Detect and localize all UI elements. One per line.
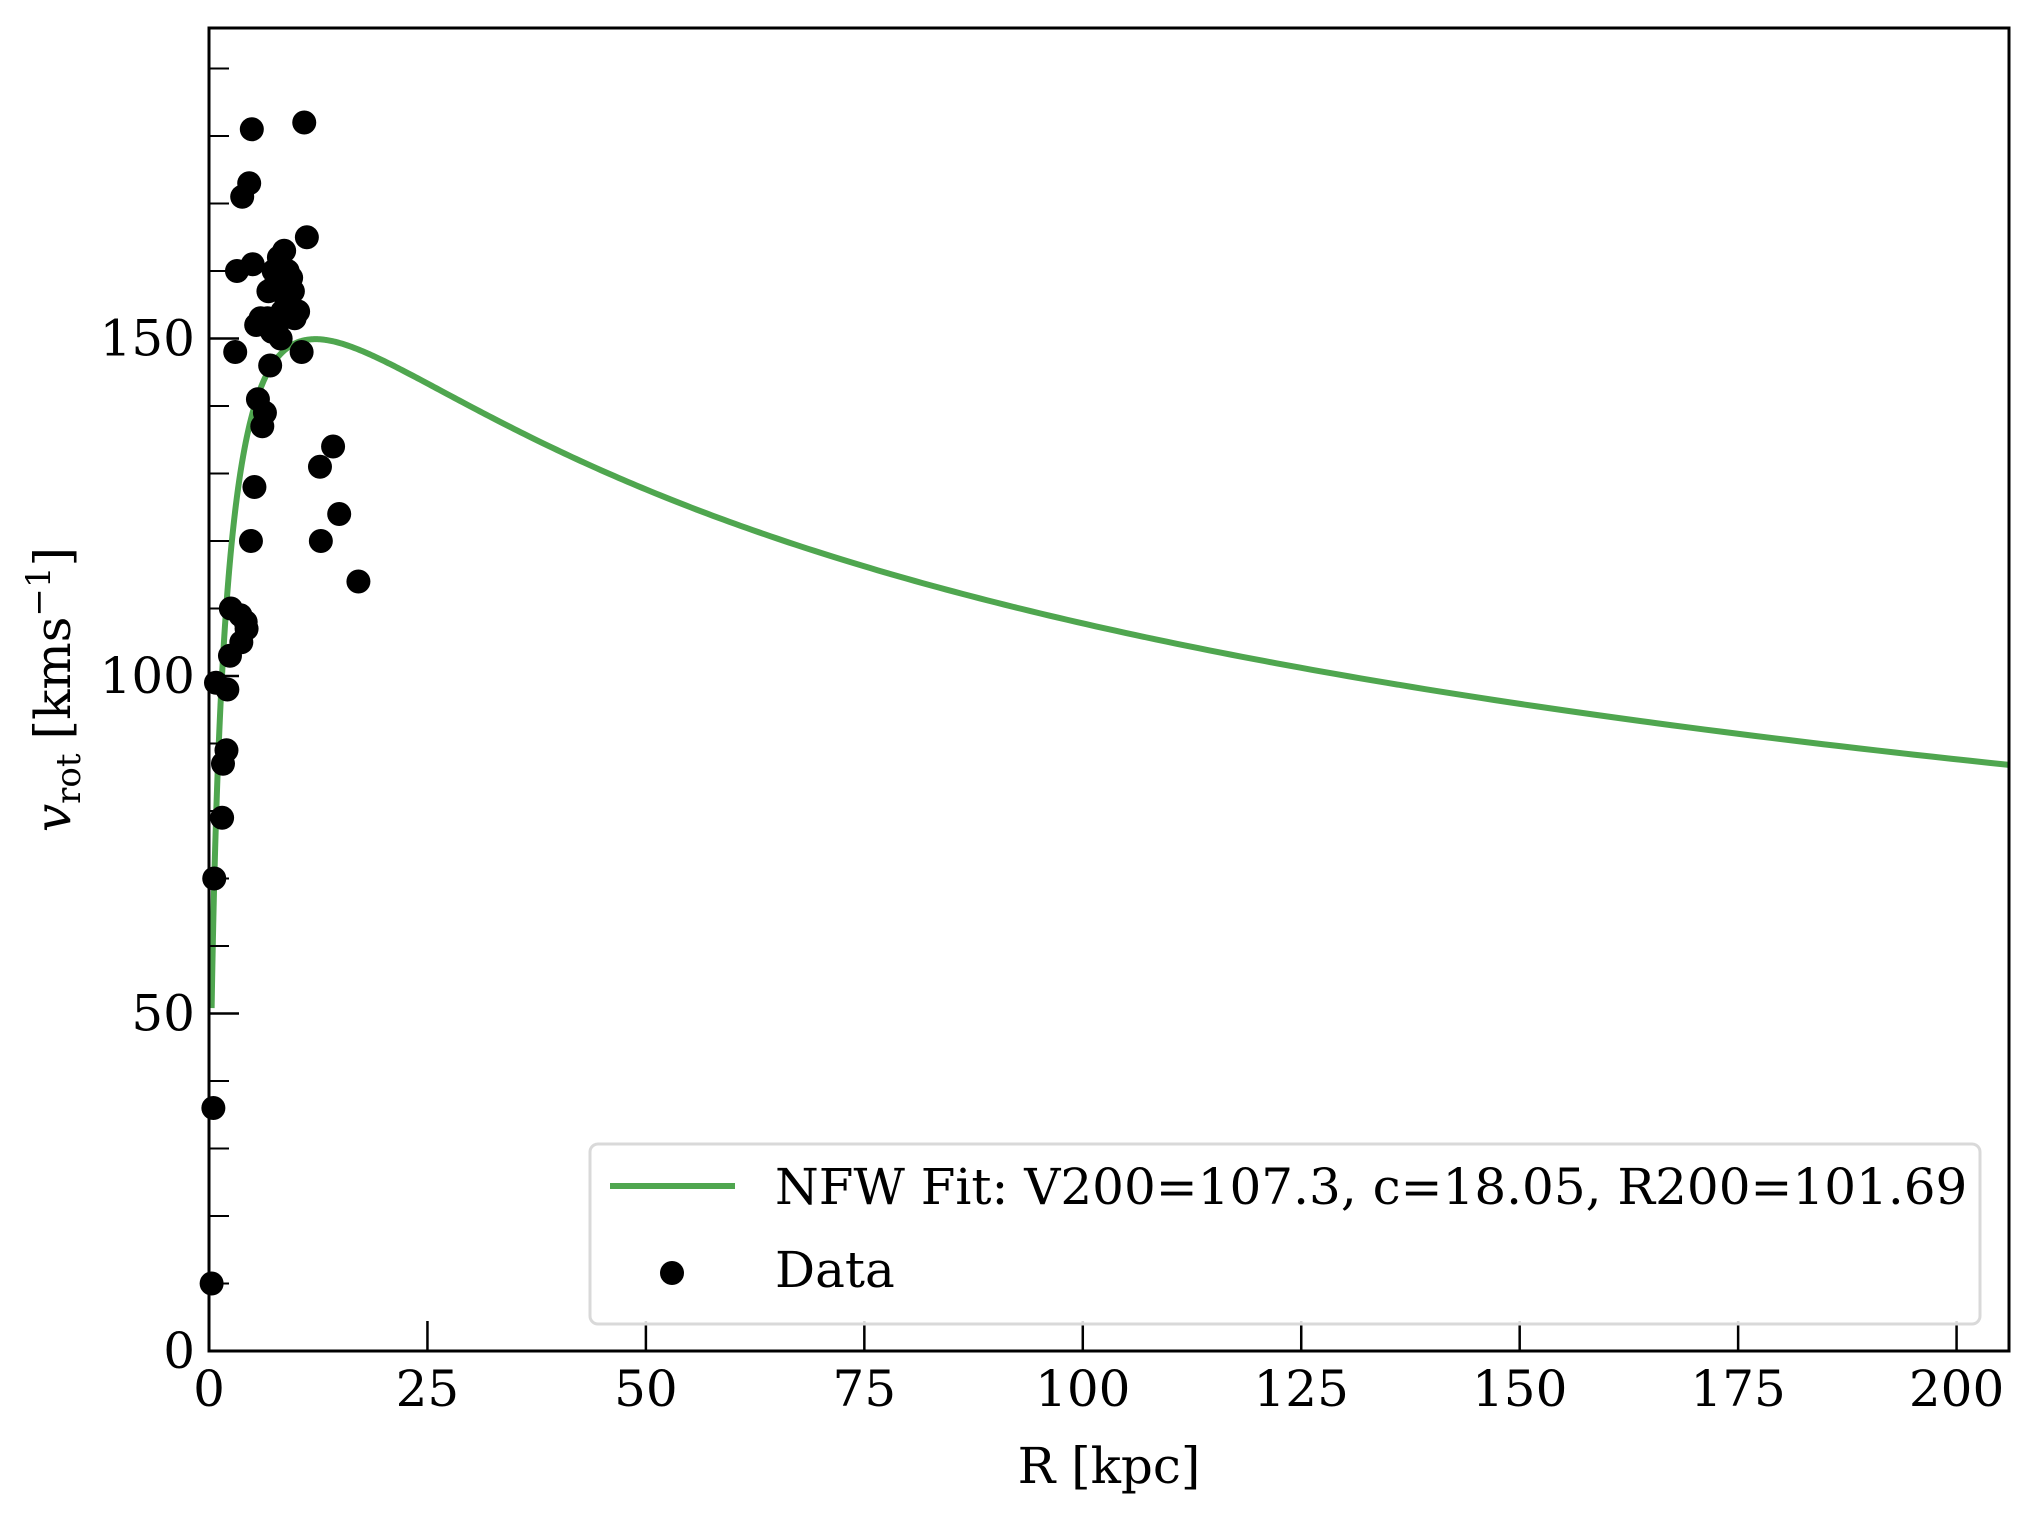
y-tick-label: 150 [100,310,195,368]
plot-frame [207,26,2011,1353]
legend-data-label: Data [775,1241,895,1299]
x-tick-label: 175 [1690,1360,1785,1418]
data-point [210,805,235,830]
data-point [292,110,317,135]
data-point [321,434,346,459]
y-tick-label: 50 [131,985,195,1043]
data-point [327,502,352,526]
y-axis-label-subscript: rot [49,753,89,804]
data-point [237,171,262,196]
y-axis-label: vrot [kms−1] [19,547,89,832]
data-point [346,569,371,594]
data-point [240,252,265,277]
x-axis-label: R [kpc] [1018,1437,1201,1495]
data-point [307,454,332,479]
x-tick-label: 150 [1472,1360,1567,1418]
legend-fit-label: NFW Fit: V200=107.3, c=18.05, R200=101.6… [775,1158,1967,1216]
data-point [215,677,240,702]
data-point [289,340,314,364]
axis-ticks-layer [207,67,1958,1353]
data-point [214,738,239,763]
y-axis-label-unit: [kms [24,617,82,740]
x-tick-label: 75 [833,1360,897,1418]
data-point [258,353,283,378]
data-point [238,529,263,553]
data-point [242,475,267,499]
data-point [223,340,248,364]
y-tick-label: 0 [163,1322,195,1380]
x-tick-label: 0 [193,1360,225,1418]
data-point [252,400,277,425]
data-point [239,117,264,142]
tick-labels-layer: 0 25 50 75 100 125 150 175 200 0 50 100 150 [100,310,2005,1419]
y-axis-label-exponent: −1 [19,566,59,616]
data-point [272,238,297,263]
x-tick-label: 50 [614,1360,678,1418]
legend-box [588,1142,1982,1326]
legend-data-swatch [660,1261,684,1285]
data-point [294,225,319,250]
x-tick-label: 200 [1909,1360,2004,1418]
data-point [308,529,333,553]
legend: NFW Fit: V200=107.3, c=18.05, R200=101.6… [588,1142,1982,1326]
data-point [286,299,311,324]
y-axis-label-unit-close: ] [24,547,82,567]
data-point [201,1096,226,1120]
data-point [280,279,305,304]
data-point [234,616,259,641]
y-tick-label: 100 [100,647,195,705]
x-tick-label: 125 [1254,1360,1349,1418]
data-point [268,326,293,351]
y-axis-label-symbol: v [24,804,82,832]
x-tick-label: 100 [1035,1360,1130,1418]
x-tick-label: 25 [396,1360,460,1418]
